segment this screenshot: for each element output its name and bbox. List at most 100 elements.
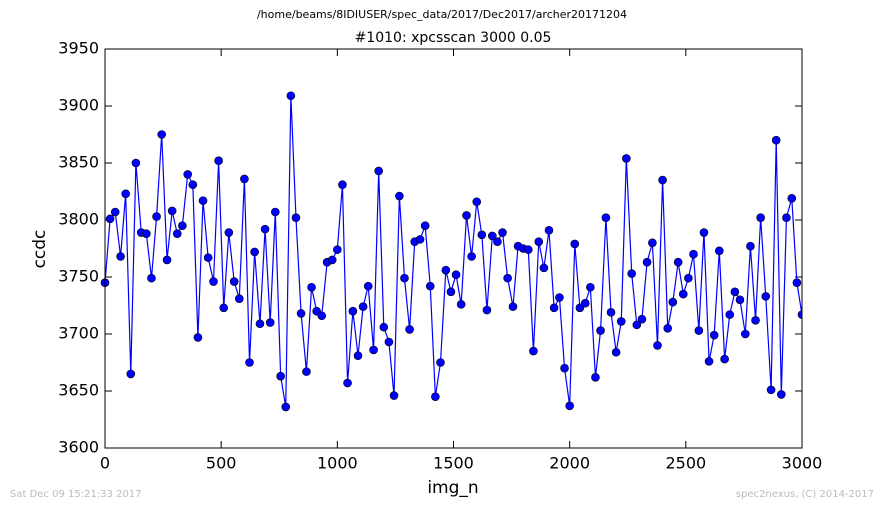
marker [601, 213, 611, 223]
marker [720, 354, 729, 364]
marker [477, 230, 487, 240]
marker [420, 221, 430, 230]
marker [105, 214, 115, 224]
marker [379, 322, 389, 332]
marker [142, 229, 151, 238]
marker [116, 252, 125, 261]
y-tick-label: 3900 [58, 96, 99, 115]
marker [255, 319, 265, 329]
marker [333, 245, 342, 254]
marker [198, 196, 208, 205]
marker [317, 311, 327, 321]
marker [451, 270, 461, 280]
marker [746, 241, 755, 251]
marker [673, 257, 683, 267]
y-tick-label: 3600 [58, 438, 99, 457]
marker [503, 273, 512, 283]
y-tick-label: 3700 [58, 324, 99, 343]
marker [777, 390, 786, 399]
marker [167, 206, 177, 216]
marker [782, 213, 791, 223]
marker [761, 292, 771, 301]
marker [549, 303, 559, 313]
marker [678, 289, 688, 299]
marker [327, 255, 337, 265]
marker [353, 351, 363, 360]
marker [456, 300, 466, 309]
marker [684, 273, 693, 283]
marker [296, 309, 306, 318]
marker [441, 265, 451, 275]
marker [276, 371, 285, 381]
marker [162, 255, 172, 265]
marker [467, 252, 476, 261]
marker [596, 326, 605, 335]
marker [653, 341, 662, 350]
marker [193, 333, 203, 342]
marker [462, 211, 471, 220]
marker [508, 302, 518, 311]
marker [704, 357, 714, 366]
marker [493, 237, 502, 246]
marker [363, 281, 373, 291]
marker [234, 294, 244, 303]
marker [699, 228, 709, 237]
marker [627, 269, 636, 278]
marker [611, 347, 621, 357]
marker [498, 228, 507, 237]
marker [415, 235, 425, 244]
marker [209, 277, 218, 286]
suptitle: /home/beams/8IDIUSER/spec_data/2017/Dec2… [257, 8, 627, 21]
marker [622, 154, 631, 163]
marker [147, 273, 156, 283]
marker [529, 346, 538, 356]
marker [730, 287, 740, 297]
marker [425, 281, 435, 291]
marker [183, 170, 193, 179]
marker [756, 213, 765, 223]
marker [431, 392, 440, 402]
marker [436, 358, 445, 367]
marker [735, 295, 745, 305]
marker [157, 130, 166, 139]
marker [544, 225, 554, 235]
marker [565, 401, 574, 411]
x-tick-label: 2000 [549, 454, 590, 473]
marker [219, 303, 229, 313]
marker [369, 345, 378, 355]
marker [586, 282, 595, 292]
marker [663, 323, 673, 333]
marker [751, 316, 760, 325]
marker [229, 277, 239, 286]
y-axis-label: ccdc [30, 230, 50, 269]
x-tick-label: 0 [100, 454, 110, 473]
marker [152, 212, 161, 221]
x-tick-label: 2500 [665, 454, 706, 473]
marker [203, 253, 213, 262]
marker [616, 317, 626, 326]
marker [741, 329, 750, 339]
x-axis-label: img_n [427, 478, 478, 498]
marker [709, 330, 719, 340]
marker [302, 367, 311, 376]
marker [534, 237, 544, 246]
chart-title: #1010: xpcsscan 3000 0.05 [355, 30, 552, 46]
marker [787, 194, 797, 203]
marker [668, 297, 678, 307]
x-tick-label: 1000 [317, 454, 358, 473]
marker [792, 278, 802, 288]
marker [714, 246, 724, 256]
marker [797, 310, 802, 319]
marker [224, 228, 234, 237]
marker [281, 402, 291, 412]
x-tick-label: 3000 [782, 454, 823, 473]
x-tick-label: 500 [206, 454, 237, 473]
marker [482, 305, 492, 315]
marker [648, 238, 657, 248]
y-tick-label: 3750 [58, 267, 99, 286]
marker [632, 320, 642, 330]
marker [580, 298, 590, 308]
marker [110, 207, 120, 217]
